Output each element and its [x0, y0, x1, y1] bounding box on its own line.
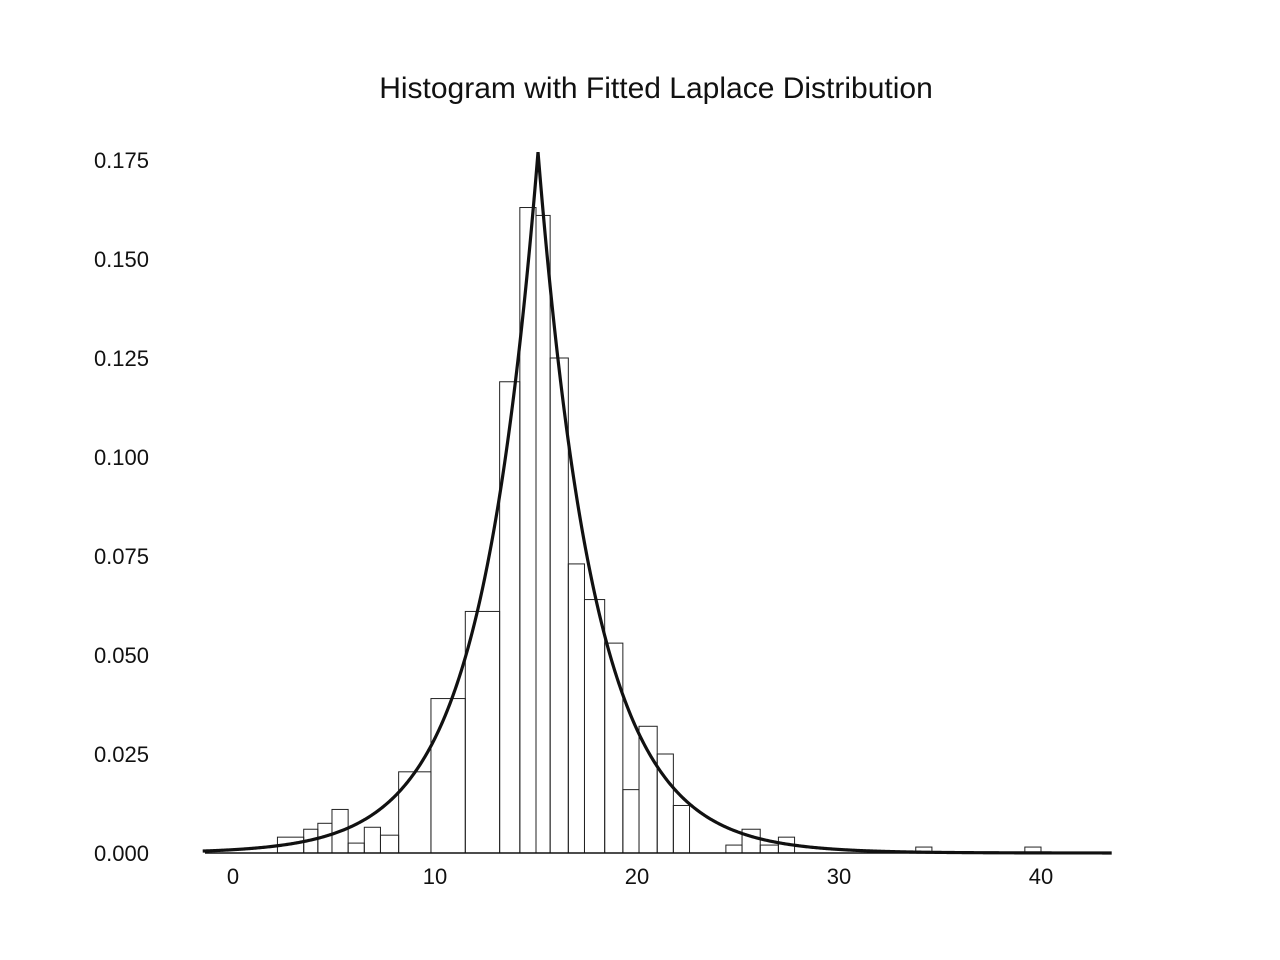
x-tick-label: 20: [625, 864, 649, 889]
y-tick-label: 0.000: [94, 841, 149, 866]
histogram-bar: [725, 844, 743, 854]
histogram-bar: [499, 381, 521, 854]
histogram-bar: [672, 804, 691, 854]
histogram-bar: [379, 834, 400, 854]
histogram-bar: [622, 789, 640, 854]
y-tick-label: 0.175: [94, 148, 149, 173]
histogram-bar: [583, 599, 606, 854]
y-axis-tick-labels: 0.000 0.025 0.050 0.075 0.100 0.125 0.150 0.175: [94, 148, 149, 866]
x-tick-label: 40: [1029, 864, 1053, 889]
y-tick-label: 0.050: [94, 643, 149, 668]
histogram-bar: [430, 698, 466, 854]
histogram-bars: [276, 207, 1042, 854]
x-axis-tick-labels: 0 10 20 30 40: [227, 864, 1053, 889]
y-tick-label: 0.100: [94, 445, 149, 470]
x-tick-label: 30: [827, 864, 851, 889]
histogram-bar: [759, 844, 779, 854]
y-tick-label: 0.125: [94, 346, 149, 371]
histogram-bar: [567, 563, 585, 854]
histogram-bar: [398, 771, 432, 854]
histogram-bar: [604, 642, 624, 854]
x-tick-label: 10: [423, 864, 447, 889]
y-tick-label: 0.025: [94, 742, 149, 767]
y-tick-label: 0.075: [94, 544, 149, 569]
x-tick-label: 0: [227, 864, 239, 889]
histogram-bar: [638, 725, 658, 854]
histogram-bar: [519, 207, 537, 854]
histogram-bar: [464, 610, 501, 854]
histogram-bar: [535, 214, 551, 854]
chart-title: Histogram with Fitted Laplace Distributi…: [379, 72, 933, 105]
y-tick-label: 0.150: [94, 247, 149, 272]
histogram-bar: [347, 842, 365, 854]
histogram-bar: [363, 826, 381, 854]
